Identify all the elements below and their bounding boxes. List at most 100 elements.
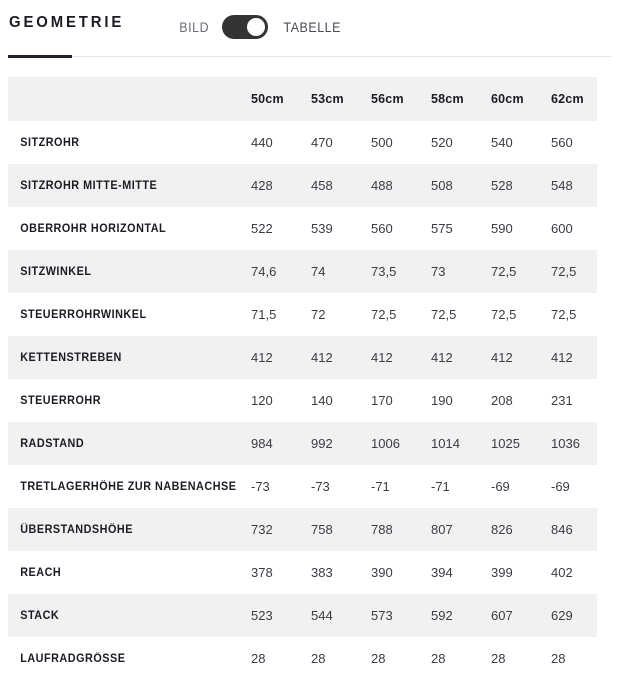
table-cell: 600: [551, 221, 573, 236]
column-header-60cm: 60cm: [491, 92, 524, 106]
table-cell: 1036: [551, 436, 580, 451]
table-cell: 540: [491, 135, 513, 150]
table-row: SITZROHR MITTE-MITTE 428 458 488 508 528 548: [8, 164, 597, 207]
toggle-knob: [247, 18, 266, 36]
table-cell: 560: [551, 135, 573, 150]
table-cell: 522: [251, 221, 273, 236]
table-cell: -69: [491, 479, 510, 494]
table-cell: 548: [551, 178, 573, 193]
table-cell: 520: [431, 135, 453, 150]
row-label: STACK: [20, 609, 60, 622]
view-mode-toggle-group[interactable]: BILD TABELLE: [178, 14, 344, 40]
table-cell: -73: [251, 479, 270, 494]
table-cell: 402: [551, 565, 573, 580]
toggle-label-bild[interactable]: BILD: [179, 19, 210, 35]
table-cell: 1025: [491, 436, 520, 451]
row-label: RADSTAND: [20, 437, 85, 450]
table-cell: 846: [551, 522, 573, 537]
table-row: OBERROHR HORIZONTAL 522 539 560 575 590 600: [8, 207, 597, 250]
table-cell: -71: [371, 479, 390, 494]
table-cell: 72: [311, 307, 326, 322]
active-tab-underline: [8, 55, 72, 58]
table-row: KETTENSTREBEN 412 412 412 412 412 412: [8, 336, 597, 379]
column-header-53cm: 53cm: [311, 92, 344, 106]
table-cell: 573: [371, 608, 393, 623]
table-cell: 412: [551, 350, 573, 365]
table-cell: 73: [431, 264, 446, 279]
table-cell: 607: [491, 608, 513, 623]
table-cell: -71: [431, 479, 450, 494]
table-row: STEUERROHR 120 140 170 190 208 231: [8, 379, 597, 422]
column-header-50cm: 50cm: [251, 92, 284, 106]
table-cell: 28: [431, 651, 446, 666]
row-label: OBERROHR HORIZONTAL: [20, 222, 167, 235]
table-cell: 590: [491, 221, 513, 236]
table-cell: 383: [311, 565, 333, 580]
table-cell: -73: [311, 479, 330, 494]
view-mode-toggle-switch[interactable]: [222, 15, 269, 39]
table-cell: 1014: [431, 436, 460, 451]
table-cell: 72,5: [371, 307, 397, 322]
table-row: SITZROHR 440 470 500 520 540 560: [8, 121, 597, 164]
table-row: STACK 523 544 573 592 607 629: [8, 594, 597, 637]
table-row: TRETLAGERHÖHE ZUR NABENACHSE -73 -73 -71 -71…: [8, 465, 597, 508]
table-cell: 378: [251, 565, 273, 580]
table-cell: 74,6: [251, 264, 277, 279]
table-cell: 140: [311, 393, 333, 408]
table-cell: 539: [311, 221, 333, 236]
table-cell: 560: [371, 221, 393, 236]
table-cell: 788: [371, 522, 393, 537]
table-cell: 412: [491, 350, 513, 365]
table-cell: 488: [371, 178, 393, 193]
table-cell: 170: [371, 393, 393, 408]
table-cell: 394: [431, 565, 453, 580]
table-row: SITZWINKEL 74,6 74 73,5 73 72,5 72,5: [8, 250, 597, 293]
row-label: LAUFRADGRÖSSE: [20, 652, 126, 665]
table-cell: 190: [431, 393, 453, 408]
table-cell: 758: [311, 522, 333, 537]
table-cell: 399: [491, 565, 513, 580]
table-row: RADSTAND 984 992 1006 1014 1025 1036: [8, 422, 597, 465]
toggle-label-tabelle[interactable]: TABELLE: [283, 19, 342, 35]
page-title: GEOMETRIE: [9, 14, 125, 31]
table-cell: 412: [371, 350, 393, 365]
geometry-table: 50cm 53cm 56cm 58cm 60cm 62cm SITZROHR 440 470 50…: [0, 77, 620, 680]
row-label: SITZWINKEL: [20, 265, 92, 278]
table-cell: 732: [251, 522, 273, 537]
row-label: ÜBERSTANDSHÖHE: [20, 523, 133, 536]
row-label: STEUERROHRWINKEL: [20, 308, 147, 321]
table-cell: 412: [311, 350, 333, 365]
table-cell: 72,5: [551, 307, 577, 322]
header-divider: [8, 56, 612, 57]
table-cell: 390: [371, 565, 393, 580]
table-cell: 72,5: [431, 307, 457, 322]
row-label: SITZROHR: [20, 136, 80, 149]
table-cell: 575: [431, 221, 453, 236]
table-cell: 72,5: [491, 307, 517, 322]
table-cell: 28: [251, 651, 266, 666]
table-cell: 71,5: [251, 307, 277, 322]
row-label: KETTENSTREBEN: [20, 351, 122, 364]
table-cell: 72,5: [551, 264, 577, 279]
column-header-58cm: 58cm: [431, 92, 464, 106]
table-cell: 73,5: [371, 264, 397, 279]
table-cell: 592: [431, 608, 453, 623]
table-cell: 458: [311, 178, 333, 193]
table-cell: 528: [491, 178, 513, 193]
table-cell: 629: [551, 608, 573, 623]
table-cell: 992: [311, 436, 333, 451]
row-label: SITZROHR MITTE-MITTE: [20, 179, 158, 192]
table-cell: 28: [551, 651, 566, 666]
table-cell: 28: [491, 651, 506, 666]
table-cell: 470: [311, 135, 333, 150]
table-header-row: 50cm 53cm 56cm 58cm 60cm 62cm: [8, 77, 597, 121]
table-cell: 120: [251, 393, 273, 408]
table-cell: 74: [311, 264, 326, 279]
table-cell: 826: [491, 522, 513, 537]
table-cell: 28: [371, 651, 386, 666]
table-cell: 807: [431, 522, 453, 537]
geometry-header: GEOMETRIE BILD TABELLE: [0, 0, 620, 58]
row-label: REACH: [20, 566, 62, 579]
table-cell: 440: [251, 135, 273, 150]
column-header-62cm: 62cm: [551, 92, 584, 106]
